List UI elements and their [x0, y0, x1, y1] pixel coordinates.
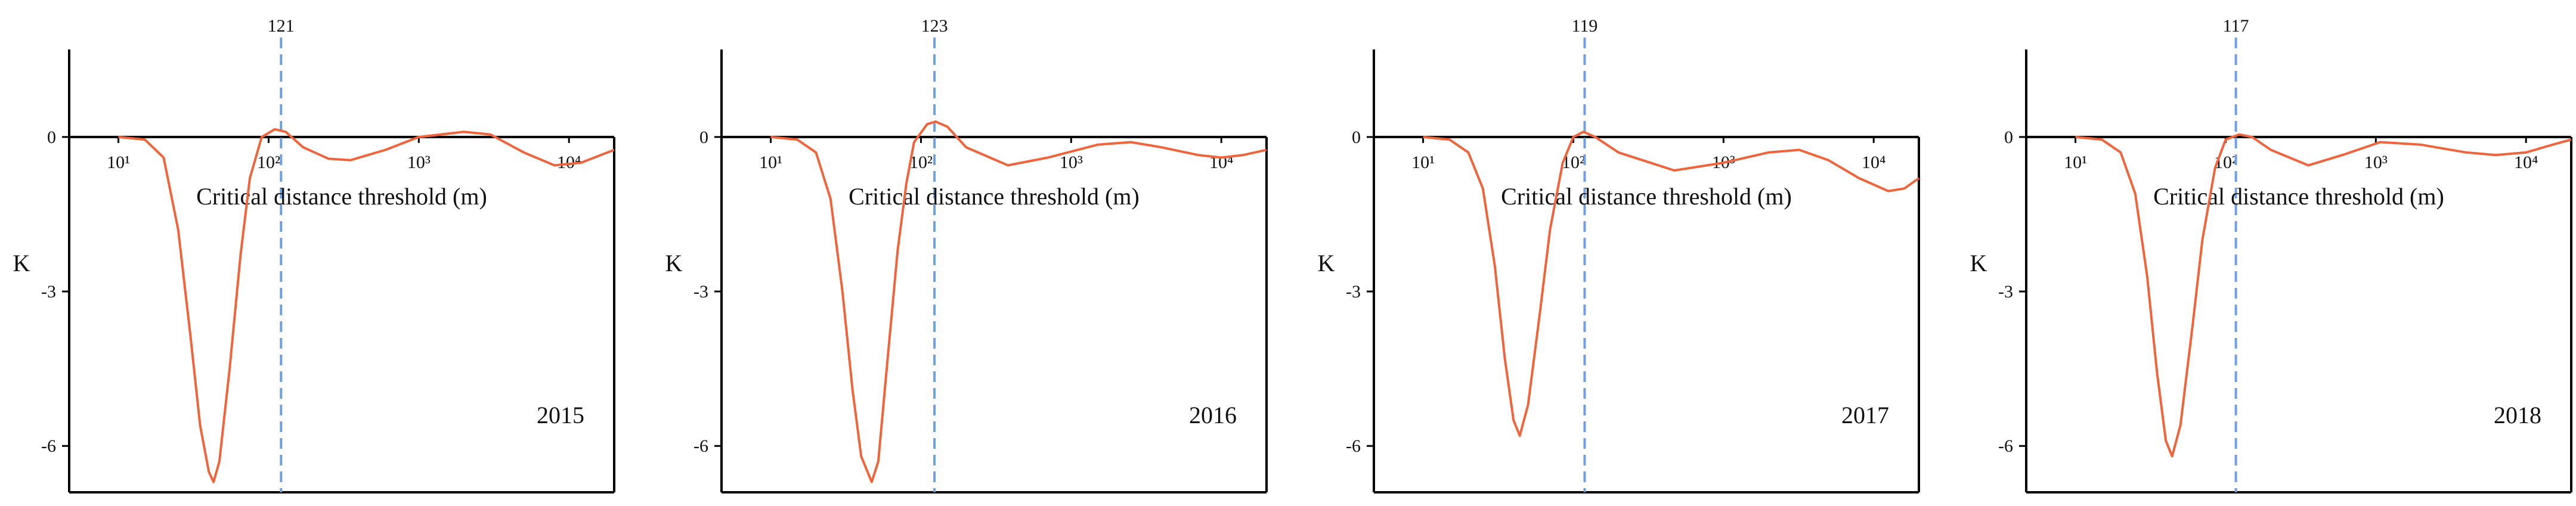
- y-axis-label: K: [13, 250, 30, 277]
- reference-label: 121: [268, 16, 295, 36]
- x-tick-label: 10⁴: [1862, 153, 1885, 172]
- x-tick-label: 10³: [407, 153, 431, 172]
- panel-year: 2018: [2494, 402, 2541, 429]
- y-tick-label: 0: [699, 128, 708, 147]
- panel-year: 2017: [1841, 402, 1889, 429]
- y-tick-label: -3: [693, 282, 708, 302]
- x-tick-label: 10²: [909, 153, 933, 172]
- panel-year: 2016: [1189, 402, 1237, 429]
- y-tick-label: -6: [1346, 436, 1361, 456]
- reference-label: 119: [1572, 16, 1598, 36]
- x-tick-label: 10¹: [759, 153, 782, 172]
- x-tick-label: 10²: [257, 153, 280, 172]
- x-axis-label: Critical distance threshold (m): [196, 183, 487, 210]
- x-tick-label: 10⁴: [2514, 153, 2538, 172]
- x-tick-label: 10³: [1060, 153, 1083, 172]
- line-series: [770, 120, 1267, 483]
- reference-label: 123: [921, 16, 948, 36]
- x-axis-label: Critical distance threshold (m): [849, 183, 1140, 210]
- x-tick-label: 10¹: [107, 153, 130, 172]
- y-tick-label: 0: [1352, 128, 1361, 147]
- panel-year: 2015: [537, 402, 584, 429]
- y-axis-label: K: [665, 250, 683, 277]
- y-tick-label: -6: [1998, 436, 2013, 456]
- y-tick-label: 0: [47, 128, 56, 147]
- y-tick-label: -6: [693, 436, 708, 456]
- y-tick-label: 0: [2004, 128, 2013, 147]
- x-tick-label: 10³: [2364, 153, 2388, 172]
- line-series: [1423, 131, 1920, 437]
- y-axis-label: K: [1318, 250, 1335, 277]
- y-tick-label: -3: [1346, 282, 1361, 302]
- x-tick-label: 10¹: [2064, 153, 2087, 172]
- x-tick-label: 10¹: [1411, 153, 1435, 172]
- line-series: [118, 128, 615, 483]
- reference-label: 117: [2223, 16, 2249, 36]
- x-axis-label: Critical distance threshold (m): [2153, 183, 2444, 210]
- y-tick-label: -3: [41, 282, 56, 302]
- x-axis-label: Critical distance threshold (m): [1501, 183, 1792, 210]
- y-tick-label: -3: [1998, 282, 2013, 302]
- y-tick-label: -6: [41, 436, 56, 456]
- y-axis-label: K: [1970, 250, 1987, 277]
- line-series: [2075, 133, 2572, 458]
